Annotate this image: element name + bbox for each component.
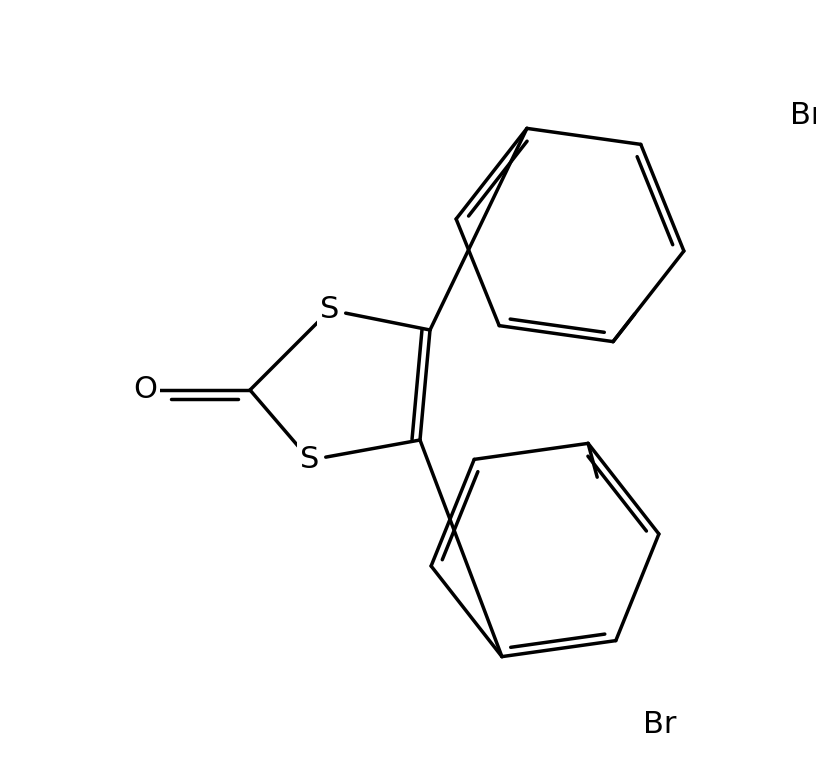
Text: Br: Br: [643, 710, 676, 739]
Text: Br: Br: [790, 100, 816, 129]
Text: S: S: [300, 445, 320, 474]
Text: O: O: [133, 375, 157, 404]
Text: S: S: [321, 296, 339, 325]
